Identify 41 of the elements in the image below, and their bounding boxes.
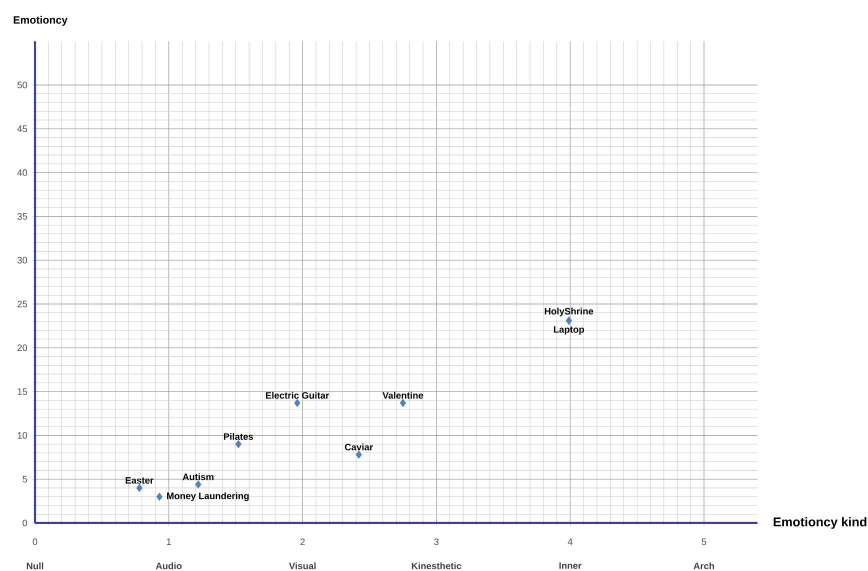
annotation: Money Laundering (167, 492, 249, 502)
annotation: Pilates (224, 433, 254, 440)
text: Null (26, 562, 44, 570)
y-tick-label: 20 (18, 344, 28, 352)
text: Audio (156, 562, 182, 570)
y-tick-label: 0 (22, 520, 28, 526)
annotation: Easter (126, 477, 154, 484)
x-tick-label: 0 (32, 538, 38, 546)
x-axis-title: Emotioncy kind (774, 517, 866, 529)
point (400, 398, 406, 407)
annotation: Electric Guitar (266, 392, 330, 399)
point (156, 492, 163, 501)
y-tick-label: 15 (18, 388, 28, 395)
annotation: Autism (182, 473, 214, 480)
y-tick-label: 50 (17, 82, 28, 88)
y-tick-label: 45 (17, 126, 28, 132)
y-tick-label: 25 (18, 300, 28, 308)
annotation: Caviar (344, 444, 373, 450)
y-tick-label: 35 (17, 213, 28, 220)
y-tick-label: 30 (17, 256, 28, 264)
point (356, 450, 362, 459)
point (294, 398, 300, 407)
point (235, 440, 242, 448)
text: Visual (289, 562, 316, 570)
text: Arch (694, 562, 714, 570)
x-tick-label: 5 (702, 538, 706, 546)
y-axis-title: Emotioncy (14, 16, 68, 26)
x-tick-label: 1 (166, 538, 171, 545)
annotation: Valentine (382, 392, 424, 399)
y-tick-label: 5 (22, 476, 28, 482)
annotation: HolyShrine (544, 308, 594, 316)
point (195, 480, 202, 488)
annotation: Laptop (554, 326, 584, 335)
point (136, 484, 142, 492)
x-tick-label: 4 (568, 538, 573, 545)
y-tick-label: 10 (18, 432, 28, 439)
x-tick-label: 2 (300, 538, 305, 546)
x-tick-label: 3 (434, 538, 439, 546)
text: Inner (559, 562, 582, 569)
y-tick-label: 40 (17, 169, 28, 176)
text: Kinesthetic (412, 562, 462, 570)
